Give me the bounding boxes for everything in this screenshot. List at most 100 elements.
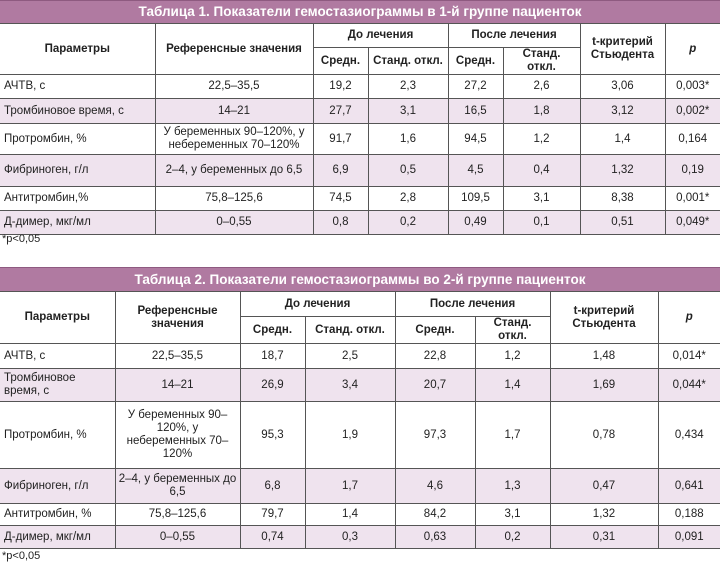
cell-p-value: 0,002* [664, 98, 720, 124]
cell-t-value: 1,69 [549, 368, 659, 402]
cell-before-sd: 2,5 [304, 343, 396, 369]
cell-after-mean: 27,2 [447, 74, 504, 99]
table-1-footnote: *p<0,05 [2, 233, 41, 245]
cell-after-sd: 1,2 [502, 123, 581, 155]
cell-p-value: 0,091 [657, 525, 720, 549]
cell-after-mean: 16,5 [447, 98, 504, 124]
table-1-title: Таблица 1. Показатели гемостазиограммы в… [0, 0, 720, 23]
table-row: АЧТВ, с 22,5–35,5 18,7 2,5 22,8 1,2 1,48 0,014* [0, 343, 720, 369]
header-ref: Референсные значения [114, 291, 241, 344]
cell-t-value: 3,12 [579, 98, 666, 124]
cell-param: Фибриноген, г/л [0, 154, 156, 187]
cell-after-sd: 1,4 [474, 368, 551, 402]
cell-after-sd: 0,1 [502, 210, 581, 235]
cell-reference: У беременных 90–120%, у небеременных 70–… [114, 401, 241, 469]
cell-after-sd: 1,8 [502, 98, 581, 124]
table-row: Тромбиновое время, с 14–21 27,7 3,1 16,5 1,8 3… [0, 98, 720, 124]
cell-before-sd: 0,5 [367, 154, 449, 187]
table-row: Антитромбин,% 75,8–125,6 74,5 2,8 109,5 3,1 8,… [0, 186, 720, 211]
cell-before-sd: 1,6 [367, 123, 449, 155]
table-row: Тромбиновое время, с 14–21 26,9 3,4 20,7 1,4 1… [0, 368, 720, 402]
cell-t-value: 8,38 [579, 186, 666, 211]
cell-t-value: 1,32 [579, 154, 666, 187]
cell-reference: 0–0,55 [154, 210, 314, 235]
cell-param: Антитромбин, % [0, 503, 116, 526]
cell-before-sd: 3,4 [304, 368, 396, 402]
cell-reference: 75,8–125,6 [114, 503, 241, 526]
cell-before-sd: 0,3 [304, 525, 396, 549]
cell-t-value: 0,51 [579, 210, 666, 235]
table-row: Фибриноген, г/л 2–4, у беременных до 6,5 6… [0, 468, 720, 504]
cell-before-mean: 74,5 [312, 186, 369, 211]
cell-after-sd: 1,3 [474, 468, 551, 504]
cell-reference: 14–21 [114, 368, 241, 402]
cell-reference: 0–0,55 [114, 525, 241, 549]
cell-t-value: 1,4 [579, 123, 666, 155]
header-ref: Референсные значения [154, 23, 314, 75]
cell-before-mean: 6,9 [312, 154, 369, 187]
cell-param: Тромбиновое время, с [0, 368, 116, 402]
table-row: Д-димер, мкг/мл 0–0,55 0,8 0,2 0,49 0,1 0,51 0,… [0, 210, 720, 235]
header-sd: Станд. откл. [367, 47, 449, 75]
cell-before-mean: 91,7 [312, 123, 369, 155]
table-2-title: Таблица 2. Показатели гемостазиограммы в… [0, 267, 720, 291]
table-2-container: Таблица 2. Показатели гемостазиограммы в… [0, 267, 720, 549]
cell-after-mean: 0,63 [394, 525, 476, 549]
header-t: t-критерий Стьюдента [579, 23, 666, 75]
header-p: p [657, 291, 720, 344]
cell-after-sd: 0,2 [474, 525, 551, 549]
header-mean: Средн. [394, 316, 476, 344]
cell-param: АЧТВ, с [0, 343, 116, 369]
cell-param: Антитромбин,% [0, 186, 156, 211]
header-mean: Средн. [313, 47, 369, 75]
table-row: Протромбин, % У беременных 90–120%, у неб… [0, 401, 720, 469]
cell-before-sd: 2,3 [367, 74, 449, 99]
cell-reference: 22,5–35,5 [114, 343, 241, 369]
cell-before-mean: 6,8 [239, 468, 306, 504]
cell-before-sd: 2,8 [367, 186, 449, 211]
cell-reference: 2–4, у беременных до 6,5 [154, 154, 314, 187]
cell-reference: 75,8–125,6 [154, 186, 314, 211]
table-row: Д-димер, мкг/мл 0–0,55 0,74 0,3 0,63 0,2 0,31 0… [0, 525, 720, 549]
cell-before-sd: 1,4 [304, 503, 396, 526]
cell-after-sd: 2,6 [502, 74, 581, 99]
cell-p-value: 0,434 [657, 401, 720, 469]
cell-before-mean: 0,74 [239, 525, 306, 549]
header-after: После лечения [394, 291, 551, 317]
cell-before-mean: 18,7 [239, 343, 306, 369]
cell-after-mean: 4,5 [447, 154, 504, 187]
header-mean: Средн. [240, 316, 306, 344]
cell-after-mean: 22,8 [394, 343, 476, 369]
cell-param: Д-димер, мкг/мл [0, 525, 116, 549]
cell-before-sd: 0,2 [367, 210, 449, 235]
cell-t-value: 0,78 [549, 401, 659, 469]
cell-t-value: 0,47 [549, 468, 659, 504]
cell-param: АЧТВ, с [0, 74, 156, 99]
header-params: Параметры [0, 23, 156, 75]
cell-t-value: 1,48 [549, 343, 659, 369]
cell-before-mean: 0,8 [312, 210, 369, 235]
cell-reference: 22,5–35,5 [154, 74, 314, 99]
cell-t-value: 3,06 [579, 74, 666, 99]
cell-after-mean: 20,7 [394, 368, 476, 402]
cell-p-value: 0,188 [657, 503, 720, 526]
header-before: До лечения [239, 291, 396, 317]
table-2-footnote: *p<0,05 [2, 550, 41, 562]
cell-after-sd: 1,2 [474, 343, 551, 369]
cell-after-mean: 0,49 [447, 210, 504, 235]
header-params: Параметры [0, 291, 116, 344]
table-row: Антитромбин, % 75,8–125,6 79,7 1,4 84,2 3,1 1,… [0, 503, 720, 526]
cell-after-mean: 109,5 [447, 186, 504, 211]
cell-p-value: 0,049* [664, 210, 720, 235]
cell-before-sd: 1,7 [304, 468, 396, 504]
cell-before-mean: 26,9 [239, 368, 306, 402]
cell-p-value: 0,19 [664, 154, 720, 187]
cell-p-value: 0,003* [664, 74, 720, 99]
header-before: До лечения [312, 23, 449, 48]
cell-t-value: 0,31 [549, 525, 659, 549]
cell-before-sd: 3,1 [367, 98, 449, 124]
table-1: Параметры Референсные значения До лечения П… [0, 23, 720, 235]
cell-after-sd: 3,1 [474, 503, 551, 526]
header-sd: Станд. откл. [304, 316, 396, 344]
cell-param: Фибриноген, г/л [0, 468, 116, 504]
